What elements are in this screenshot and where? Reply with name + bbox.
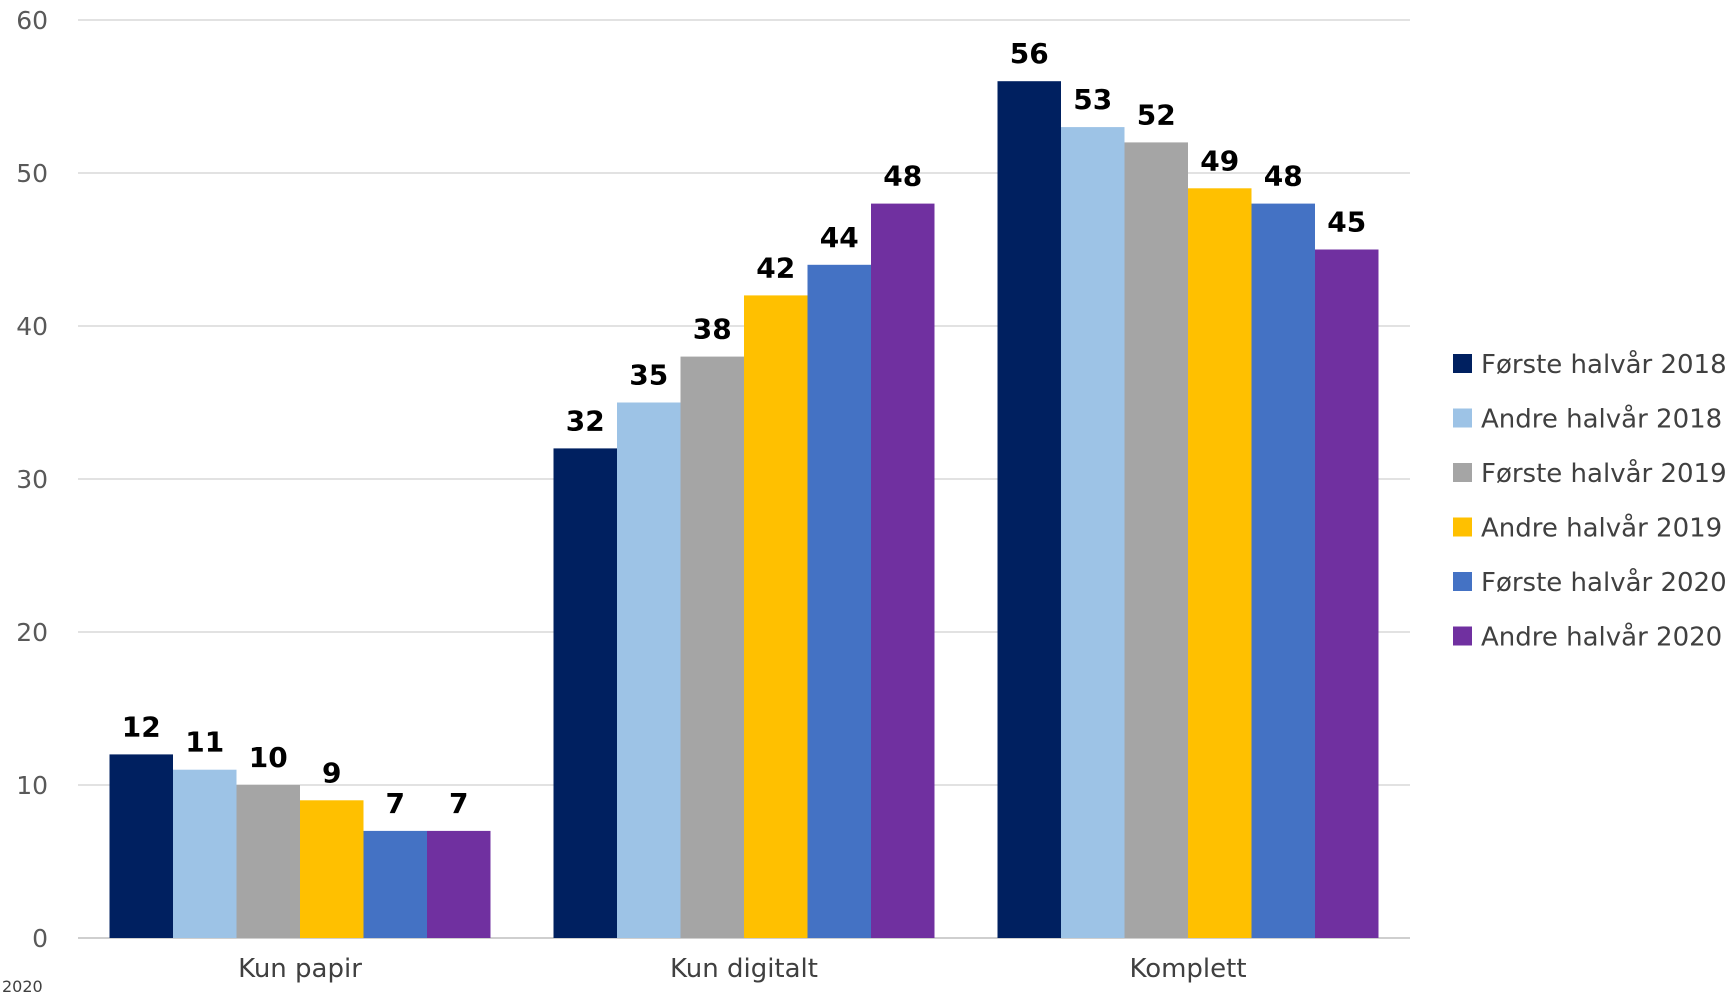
data-label: 42 xyxy=(756,251,795,284)
bar xyxy=(427,830,491,938)
y-tick-label: 60 xyxy=(16,6,48,35)
legend-item: Første halvår 2020 xyxy=(1453,567,1727,598)
legend-swatch xyxy=(1453,354,1472,373)
y-tick-label: 40 xyxy=(16,312,48,341)
bar xyxy=(109,754,173,938)
bar xyxy=(1061,127,1125,939)
data-label: 7 xyxy=(386,787,405,820)
legend-label: Andre halvår 2019 xyxy=(1481,513,1722,544)
bar xyxy=(363,830,427,938)
y-tick-label: 50 xyxy=(16,159,48,188)
footnote: 2020 xyxy=(2,977,43,994)
bar xyxy=(680,356,744,939)
data-label: 35 xyxy=(629,359,668,392)
legend-swatch xyxy=(1453,463,1472,482)
data-label: 32 xyxy=(566,404,605,437)
y-tick-label: 10 xyxy=(16,771,48,800)
bar xyxy=(1251,203,1315,939)
y-tick-label: 0 xyxy=(32,924,48,953)
bar xyxy=(236,785,300,938)
x-axis: Kun papir Kun digitalt Komplett xyxy=(238,954,1246,984)
legend-label: Andre halvår 2020 xyxy=(1481,622,1722,653)
y-tick-label: 30 xyxy=(16,465,48,494)
data-label: 48 xyxy=(1264,160,1303,193)
legend-label: Første halvår 2020 xyxy=(1481,567,1727,598)
legend-label: Andre halvår 2018 xyxy=(1481,404,1722,435)
legend-item: Første halvår 2018 xyxy=(1453,349,1727,380)
legend-item: Første halvår 2019 xyxy=(1453,458,1727,489)
bar xyxy=(807,264,871,938)
legend-label: Første halvår 2018 xyxy=(1481,349,1727,380)
legend: Første halvår 2018 Andre halvår 2018 Først… xyxy=(1453,349,1727,653)
legend-item: Andre halvår 2019 xyxy=(1453,513,1722,544)
y-tick-label: 20 xyxy=(16,618,48,647)
legend-swatch xyxy=(1453,517,1472,537)
legend-item: Andre halvår 2018 xyxy=(1453,404,1722,435)
bar xyxy=(1188,188,1252,939)
category-label: Kun digitalt xyxy=(670,954,818,984)
bar xyxy=(617,402,681,938)
data-label: 9 xyxy=(322,756,341,789)
y-axis: 0 10 20 30 40 50 60 xyxy=(16,6,48,953)
data-label: 38 xyxy=(693,313,732,346)
legend-swatch xyxy=(1453,408,1472,428)
data-labels: 12 11 10 9 7 7 32 35 38 42 44 48 56 53 52 49 48 45 xyxy=(122,37,1366,820)
bars xyxy=(109,81,1379,939)
legend-swatch xyxy=(1453,626,1472,646)
data-label: 49 xyxy=(1200,144,1239,177)
bar xyxy=(1124,142,1188,938)
legend-swatch xyxy=(1453,572,1472,591)
category-label: Komplett xyxy=(1129,954,1246,984)
bar xyxy=(1315,249,1379,938)
bar xyxy=(997,81,1061,938)
bar xyxy=(871,203,935,939)
data-label: 45 xyxy=(1327,206,1366,239)
bar xyxy=(553,448,617,938)
legend-label: Første halvår 2019 xyxy=(1481,458,1727,489)
data-label: 12 xyxy=(122,710,161,743)
bar xyxy=(744,295,808,938)
data-label: 48 xyxy=(883,160,922,193)
data-label: 52 xyxy=(1137,98,1176,131)
data-label: 56 xyxy=(1010,37,1049,70)
data-label: 11 xyxy=(185,726,224,759)
bar xyxy=(173,769,237,938)
data-label: 44 xyxy=(820,221,859,254)
data-label: 7 xyxy=(449,787,468,820)
data-label: 53 xyxy=(1073,83,1112,116)
legend-item: Andre halvår 2020 xyxy=(1453,622,1722,653)
category-label: Kun papir xyxy=(238,954,362,984)
data-label: 10 xyxy=(249,741,288,774)
bar xyxy=(300,800,364,938)
